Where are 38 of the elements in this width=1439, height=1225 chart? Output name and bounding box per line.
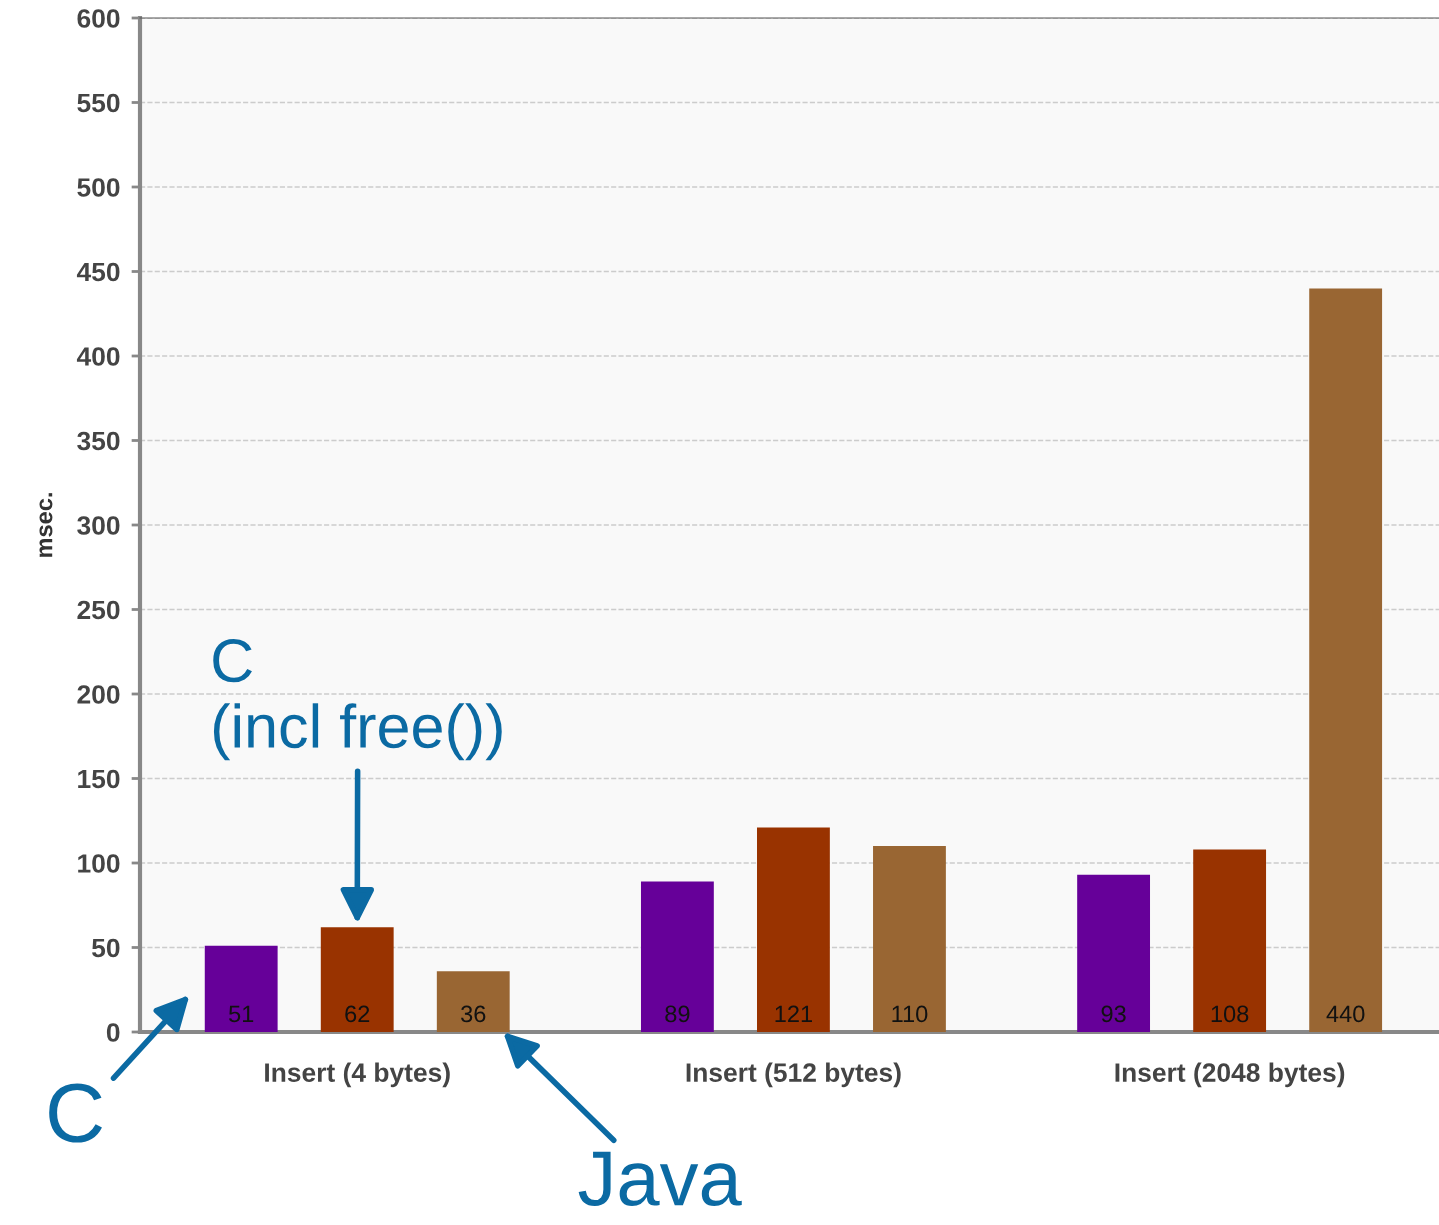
y-tick-label: 300 (77, 516, 120, 535)
text: Java (578, 1151, 742, 1206)
y-tick-label: 250 (77, 600, 120, 620)
bar (436, 971, 510, 1032)
y-tick-label: 100 (78, 854, 120, 873)
data-label: 93 (1101, 1005, 1126, 1023)
data-label: 110 (892, 1005, 928, 1023)
x-tick-label: Insert (2048 bytes) (1115, 1062, 1345, 1088)
bar (1077, 874, 1151, 1032)
bar (1309, 288, 1383, 1032)
data-label: 89 (665, 1005, 690, 1023)
bar (873, 846, 946, 1032)
y-tick-label: 450 (76, 262, 120, 282)
y-axis-title: msec. (39, 493, 53, 557)
y-tick-label: 400 (76, 347, 120, 366)
data-label: 36 (461, 1005, 486, 1023)
y-tick-label: 350 (77, 431, 120, 451)
data-label: 108 (1211, 1005, 1249, 1023)
data-label: 51 (229, 1005, 254, 1023)
data-label: 62 (345, 1005, 370, 1023)
bar (320, 927, 394, 1032)
x-tick-label: Insert (512 bytes) (686, 1062, 901, 1088)
bar (204, 945, 278, 1032)
y-tick-label: 50 (92, 938, 120, 958)
y-tick-label: 150 (78, 769, 120, 789)
data-label: 121 (775, 1005, 812, 1023)
bar (1193, 849, 1267, 1032)
text: C (49, 1083, 102, 1143)
data-label: 440 (1326, 1005, 1365, 1023)
y-tick-label: 600 (77, 9, 120, 28)
y-tick-label: 200 (77, 685, 120, 704)
y-tick-label: 550 (77, 93, 120, 113)
x-tick-label: Insert (4 bytes) (265, 1062, 450, 1088)
y-tick-label: 0 (106, 1023, 120, 1042)
annotation: C (incl free()) (213, 639, 502, 761)
bar (757, 827, 830, 1032)
y-tick-label: 500 (77, 178, 120, 197)
bar (640, 881, 714, 1032)
